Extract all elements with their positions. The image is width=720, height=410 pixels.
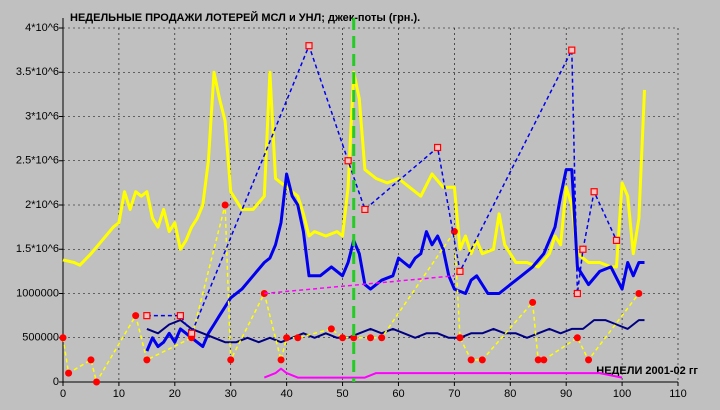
x-tick-label: 100	[613, 388, 631, 400]
series-line	[146, 319, 645, 344]
point-marker	[573, 289, 581, 298]
point-marker	[87, 356, 95, 364]
series-line	[263, 367, 623, 379]
point-marker	[456, 334, 464, 342]
point-marker	[635, 290, 643, 297]
x-tick-label: 50	[336, 388, 348, 400]
point-marker	[344, 157, 352, 165]
x-tick-label: 60	[392, 388, 404, 400]
point-marker	[260, 290, 268, 297]
x-tick-label: 30	[225, 388, 237, 400]
point-marker	[478, 356, 486, 364]
point-marker	[187, 329, 196, 337]
point-marker	[433, 143, 442, 152]
y-tick-label: 500000	[22, 332, 59, 344]
x-tick-label: 80	[504, 388, 516, 400]
point-marker	[467, 356, 475, 364]
y-tick-label: 0	[53, 376, 59, 388]
point-marker	[221, 201, 229, 209]
point-marker	[568, 46, 576, 54]
x-tick-label: 0	[60, 388, 66, 400]
series-line	[62, 204, 640, 383]
point-marker	[361, 205, 369, 214]
point-marker	[579, 245, 587, 253]
x-tick-label: 20	[169, 388, 181, 400]
point-marker	[93, 378, 101, 386]
y-tick-label: 3.5*10^6	[16, 66, 59, 78]
point-marker	[59, 334, 67, 342]
point-marker	[378, 334, 386, 342]
point-marker	[540, 356, 548, 364]
point-marker	[367, 334, 374, 342]
x-tick-label: 70	[448, 388, 460, 400]
y-tick-label: 2.5*10^6	[16, 155, 59, 167]
point-marker	[143, 356, 151, 364]
point-marker	[590, 188, 598, 196]
point-marker	[534, 356, 542, 364]
point-marker	[227, 356, 235, 364]
point-marker	[456, 267, 464, 275]
y-tick-label: 3*10^6	[25, 110, 59, 122]
point-marker	[305, 42, 313, 50]
point-marker	[529, 298, 537, 306]
point-marker	[339, 334, 347, 342]
series-line	[145, 168, 645, 352]
point-marker	[350, 334, 358, 342]
point-marker	[176, 312, 185, 320]
series-line	[62, 70, 646, 269]
x-tick-label: 90	[560, 388, 572, 400]
chart-title: НЕДЕЛЬНЫЕ ПРОДАЖИ ЛОТЕРЕЙ МСЛ и УНЛ; дже…	[70, 11, 420, 24]
point-marker	[65, 369, 73, 377]
point-marker	[294, 334, 302, 342]
point-marker	[327, 325, 335, 333]
y-tick-label: 2*10^6	[25, 199, 59, 211]
point-marker	[612, 236, 621, 244]
y-tick-label: 1.5*10^6	[16, 243, 59, 255]
x-tick-label: 110	[669, 388, 687, 400]
point-marker	[283, 334, 291, 342]
y-tick-label: 1000000	[16, 287, 59, 299]
y-tick-label: 4*10^6	[25, 22, 59, 34]
point-marker	[573, 334, 581, 342]
point-marker	[132, 312, 140, 320]
point-marker	[277, 356, 285, 364]
x-tick-label: 40	[281, 388, 293, 400]
point-marker	[143, 312, 151, 320]
point-marker	[585, 356, 593, 364]
x-tick-label: 10	[113, 388, 125, 400]
